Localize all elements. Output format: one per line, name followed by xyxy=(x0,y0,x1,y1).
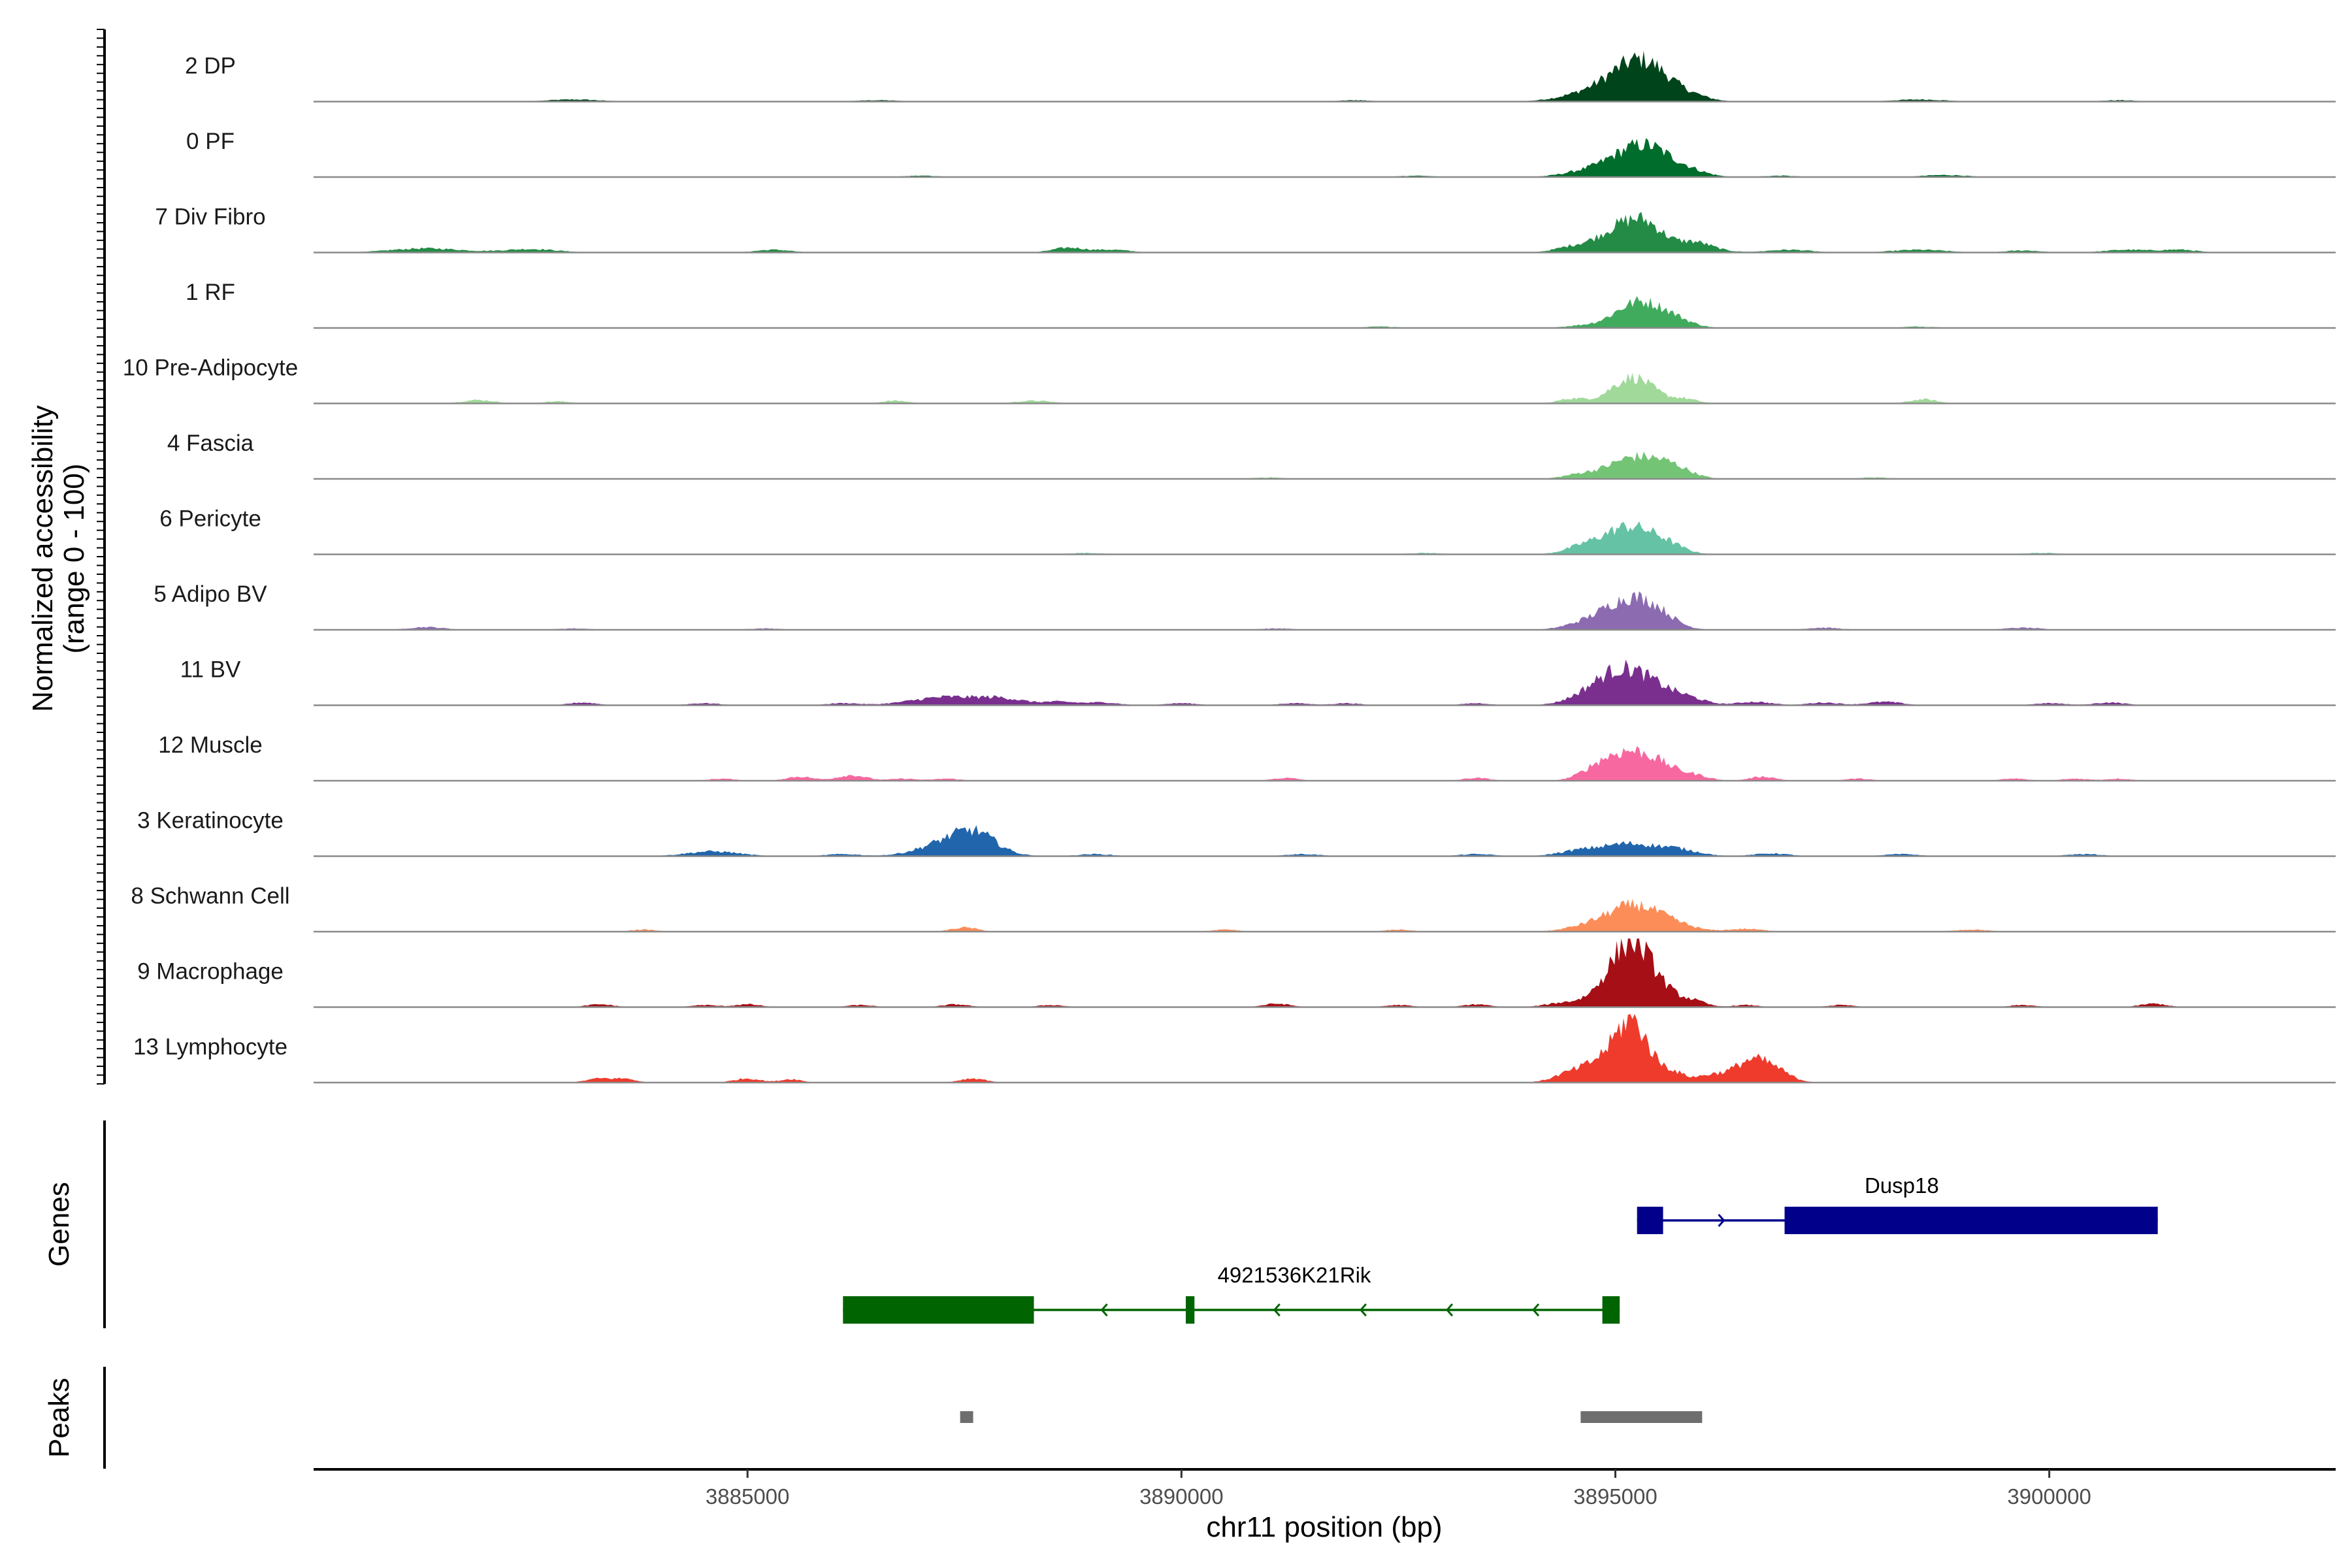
x-tick-label: 3900000 xyxy=(2007,1484,2091,1509)
y-axis-title-range: (range 0 - 100) xyxy=(58,463,90,653)
coverage-area xyxy=(314,825,2336,857)
coverage-area xyxy=(314,138,2336,177)
track-label: 6 Pericyte xyxy=(159,506,261,532)
strand-arrow-icon xyxy=(1100,1303,1108,1316)
track-label: 1 RF xyxy=(186,280,235,305)
x-tick-label: 3885000 xyxy=(706,1484,789,1509)
y-axis-title: Normalized accessibility xyxy=(27,405,59,711)
gene-exon xyxy=(1637,1207,1663,1234)
track-label: 13 Lymphocyte xyxy=(133,1034,287,1060)
track-label: 2 DP xyxy=(185,54,236,79)
strand-arrow-icon xyxy=(1359,1303,1367,1316)
strand-arrow-icon xyxy=(1445,1303,1454,1316)
coverage-area xyxy=(314,659,2336,706)
track-label: 9 Macrophage xyxy=(137,959,284,985)
track-label: 11 BV xyxy=(180,657,241,683)
coverage-area xyxy=(314,451,2336,479)
coverage-area xyxy=(314,745,2336,781)
x-axis-title: chr11 position (bp) xyxy=(1206,1511,1442,1543)
peak-region xyxy=(1580,1411,1703,1423)
track-label: 7 Div Fibro xyxy=(155,204,265,230)
x-tick-label: 3890000 xyxy=(1139,1484,1223,1509)
x-tick-label: 3895000 xyxy=(1573,1484,1657,1509)
track-label: 12 Muscle xyxy=(158,732,263,758)
gene-name-label: Dusp18 xyxy=(1865,1173,1939,1198)
track-label: 3 Keratinocyte xyxy=(137,808,284,834)
genes-panel-label: Genes xyxy=(43,1182,75,1267)
coverage-area xyxy=(314,1014,2336,1083)
coverage-area xyxy=(314,296,2336,328)
peaks-panel-label: Peaks xyxy=(43,1378,75,1458)
coverage-area xyxy=(314,521,2336,555)
strand-arrow-icon xyxy=(1718,1214,1725,1227)
strand-arrow-icon xyxy=(1273,1303,1281,1316)
coverage-area xyxy=(314,50,2336,102)
track-label: 8 Schwann Cell xyxy=(131,883,289,909)
track-label: 0 PF xyxy=(186,129,235,154)
coverage-area xyxy=(314,591,2336,630)
peak-region xyxy=(960,1411,973,1423)
track-label: 4 Fascia xyxy=(167,431,254,456)
gene-name-label: 4921536K21Rik xyxy=(1218,1263,1371,1287)
gene-exon xyxy=(1185,1296,1195,1324)
gene-exon xyxy=(1602,1296,1620,1324)
track-label: 10 Pre-Adipocyte xyxy=(123,355,298,381)
gene-exon xyxy=(1784,1207,2158,1234)
gene-exon xyxy=(843,1296,1034,1324)
track-label: 5 Adipo BV xyxy=(154,581,267,607)
coverage-area xyxy=(314,938,2336,1007)
strand-arrow-icon xyxy=(1532,1303,1540,1316)
coverage-area xyxy=(314,212,2336,253)
coverage-area xyxy=(314,372,2336,404)
coverage-area xyxy=(314,898,2336,932)
